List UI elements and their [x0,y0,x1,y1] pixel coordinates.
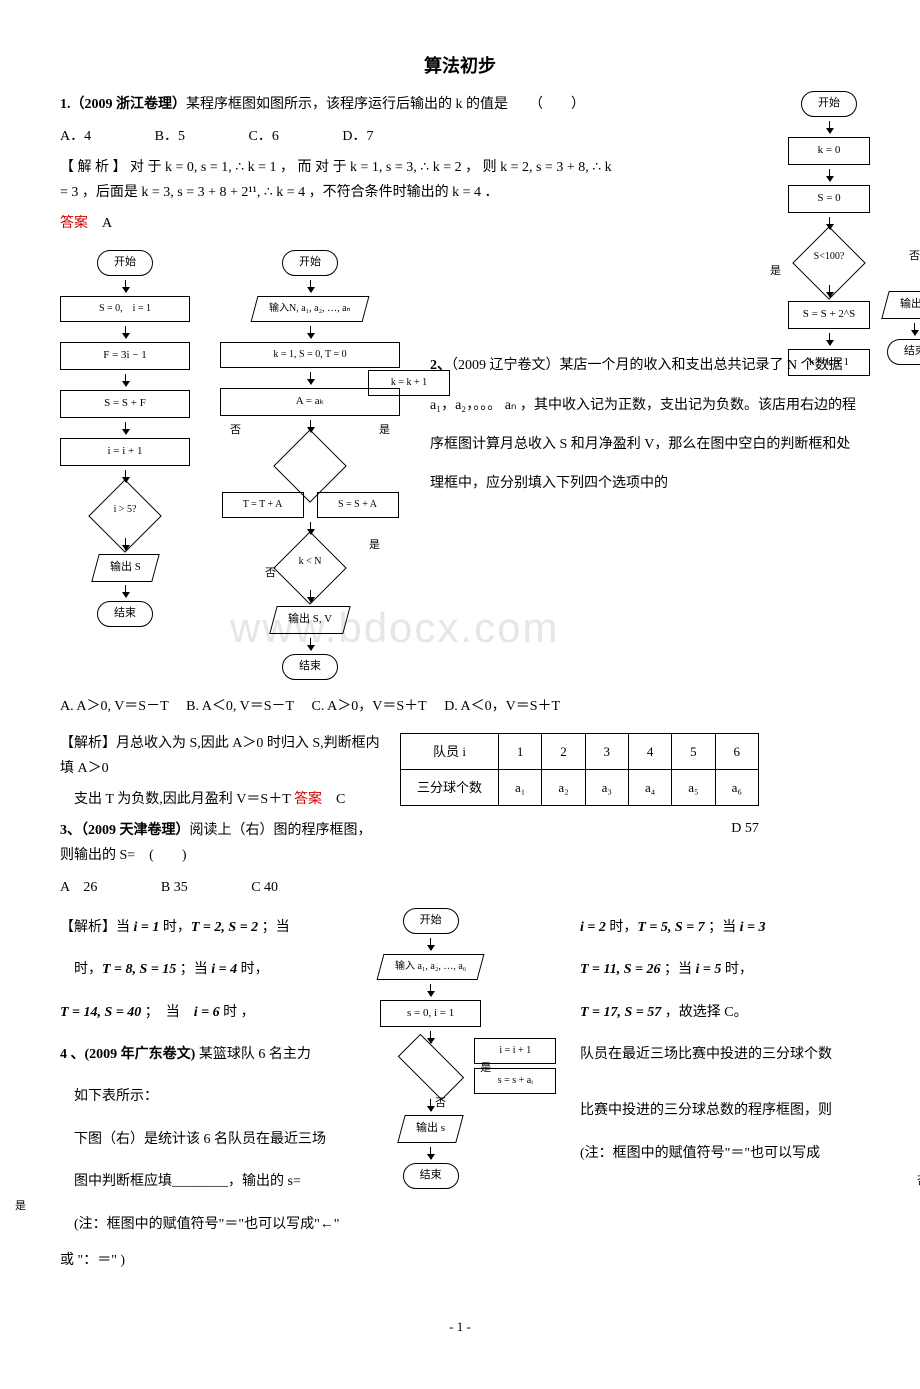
label-yes: 是 [15,1197,26,1217]
option-d: D. A＜0，V＝S＋T [444,699,560,714]
fc-node: s = s + aᵢ [474,1068,556,1094]
problem-1-options: A．4 B．5 C．6 D．7 [60,124,860,149]
table-cell: a₆ [715,770,758,806]
fc-decision: S<100? [794,237,864,277]
problem-2-analysis2: 支出 T 为负数,因此月盈利 V＝S＋T 答案 C [60,787,380,812]
option-a: A. A＞0, V＝S－T [60,699,169,714]
fc-decision [396,1051,466,1091]
flowchart-1: 开始 k = 0 S = 0 S<100? 是 否 S = S + 2^S k … [788,87,870,380]
fc-input: 输入 a₁, a₂, …, a₆ [377,954,485,980]
page-number: - 1 - [60,1315,860,1338]
label-yes: 是 [369,536,380,556]
fc-decision [275,440,345,480]
option-d: D．7 [342,124,403,149]
fc-output: 输出 s [397,1115,463,1143]
fc-node: k = k + 1 [368,370,450,396]
label-no: 否 [435,1094,446,1114]
table-cell: a₁ [499,770,542,806]
fc-node: s = 0, i = 1 [380,1000,481,1028]
problem-number: 1. [60,97,71,112]
problem-2-analysis: 【解析】月总收入为 S,因此 A＞0 时归入 S,判断框内填 A＞0 [60,731,380,781]
problem-1-answer: 答案 A [60,211,860,236]
fc-node: S = S + 2^S [788,301,870,329]
fc-node: T = T + A [222,492,304,518]
problem-3: 3、（2009 天津卷理）阅读上（右）图的程序框图，则输出的 S= ( ) [60,818,380,868]
table-cell: a₂ [542,770,585,806]
fc-output: 输出 S, V [269,606,351,634]
problem-4: 4 、(2009 年广东卷文) 某篮球队 6 名主力 [60,1037,350,1073]
table-cell: 2 [542,733,585,769]
label-yes: 是 [770,262,781,282]
option-a: A 26 [60,875,127,900]
table-cell: 3 [585,733,628,769]
page-title: 算法初步 [60,50,860,82]
fc-node: S = S + F [60,390,190,418]
player-table: 队员 i 1 2 3 4 5 6 三分球个数 a₁ a₂ a₃ a₄ a₅ a₆ [400,733,759,807]
option-b: B．5 [155,124,215,149]
table-cell: a₄ [628,770,671,806]
option-b: B. A＜0, V＝S－T [186,699,294,714]
fc-node: k = k + 1 [788,349,870,377]
fc-start: 开始 [282,250,338,276]
flowchart-left: 开始 S = 0, i = 1 F = 3i − 1 S = S + F i =… [60,246,190,631]
fc-start: 开始 [403,908,459,934]
option-d: D 57 [400,816,759,841]
problem-source: （2009 浙江卷理） [71,97,187,112]
label-yes: 是 [379,421,390,441]
fc-node: k = 0 [788,137,870,165]
label-no: 否 [230,421,241,441]
flowchart-middle: 开始 输入N, a₁, a₂, …, aₙ k = 1, S = 0, T = … [220,246,400,683]
table-cell: 1 [499,733,542,769]
table-cell: 6 [715,733,758,769]
fc-end: 结束 [97,601,153,627]
fc-decision: i > 5? [90,490,160,530]
problem-1-analysis: 【 解 析 】 对 于 k = 0, s = 1, ∴ k = 1 ， 而 对 … [60,155,620,205]
problem-text: 某程序框图如图所示，该程序运行后输出的 k 的值是 （ ） [186,97,585,112]
fc-output: 输出 k [881,291,920,319]
option-a: A．4 [60,124,121,149]
table-header: 队员 i [401,733,499,769]
fc-input: 输入N, a₁, a₂, …, aₙ [251,296,369,322]
fc-node: S = 0, i = 1 [60,296,190,322]
fc-node: i = i + 1 [474,1038,556,1064]
table-cell: 4 [628,733,671,769]
problem-3-options: A 26 B 35 C 40 [60,875,380,900]
option-c: C 40 [251,875,308,900]
fc-start: 开始 [801,91,857,117]
option-b: B 35 [161,875,218,900]
fc-end: 结束 [403,1163,459,1189]
fc-node: S = 0 [788,185,870,213]
fc-decision: k < N [275,542,345,582]
label-no: 否 [909,247,920,267]
fc-start: 开始 [97,250,153,276]
flowchart-4: 开始 输入 a₁, a₂, …, a₆ s = 0, i = 1 是 否 输出 … [380,904,481,1193]
fc-end: 结束 [887,339,920,365]
table-header: 三分球个数 [401,770,499,806]
fc-node: k = 1, S = 0, T = 0 [220,342,400,368]
fc-output: 输出 S [91,554,159,582]
fc-end: 结束 [282,654,338,680]
table-cell: a₅ [672,770,715,806]
option-c: C. A＞0，V＝S＋T [312,699,427,714]
problem-3-analysis: 【解析】当 i = 1 时，T = 2, S = 2 ；当 [60,910,350,946]
label-no: 否 [265,564,276,584]
table-cell: 5 [672,733,715,769]
problem-2-options: A. A＞0, V＝S－T B. A＜0, V＝S－T C. A＞0，V＝S＋T… [60,694,860,719]
problem-1: 1.（2009 浙江卷理）某程序框图如图所示，该程序运行后输出的 k 的值是 （… [60,92,860,117]
fc-node: F = 3i − 1 [60,342,190,370]
fc-node: i = i + 1 [60,438,190,466]
option-c: C．6 [248,124,308,149]
fc-node: S = S + A [317,492,399,518]
table-cell: a₃ [585,770,628,806]
